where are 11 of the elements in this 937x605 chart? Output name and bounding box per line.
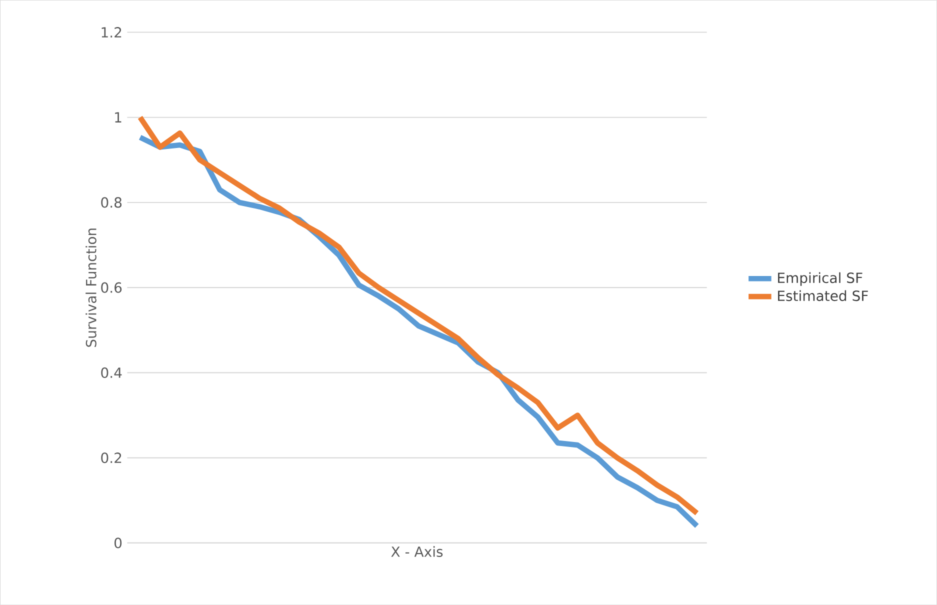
- y-tick-label: 0: [114, 538, 122, 548]
- y-tick-label: 1: [115, 112, 122, 122]
- y-tick-label: 1.2: [102, 26, 122, 38]
- y-axis-title: Survival Function: [86, 228, 96, 347]
- y-tick-label: 0.8: [101, 197, 122, 208]
- y-tick-label: 0.2: [101, 452, 122, 464]
- legend-label: Estimated SF: [778, 290, 868, 301]
- y-tick-label: 0.4: [101, 367, 122, 378]
- y-tick-label: 0.6: [101, 282, 122, 293]
- legend-label: Empirical SF: [778, 272, 862, 286]
- x-axis-title: X - Axis: [391, 546, 443, 557]
